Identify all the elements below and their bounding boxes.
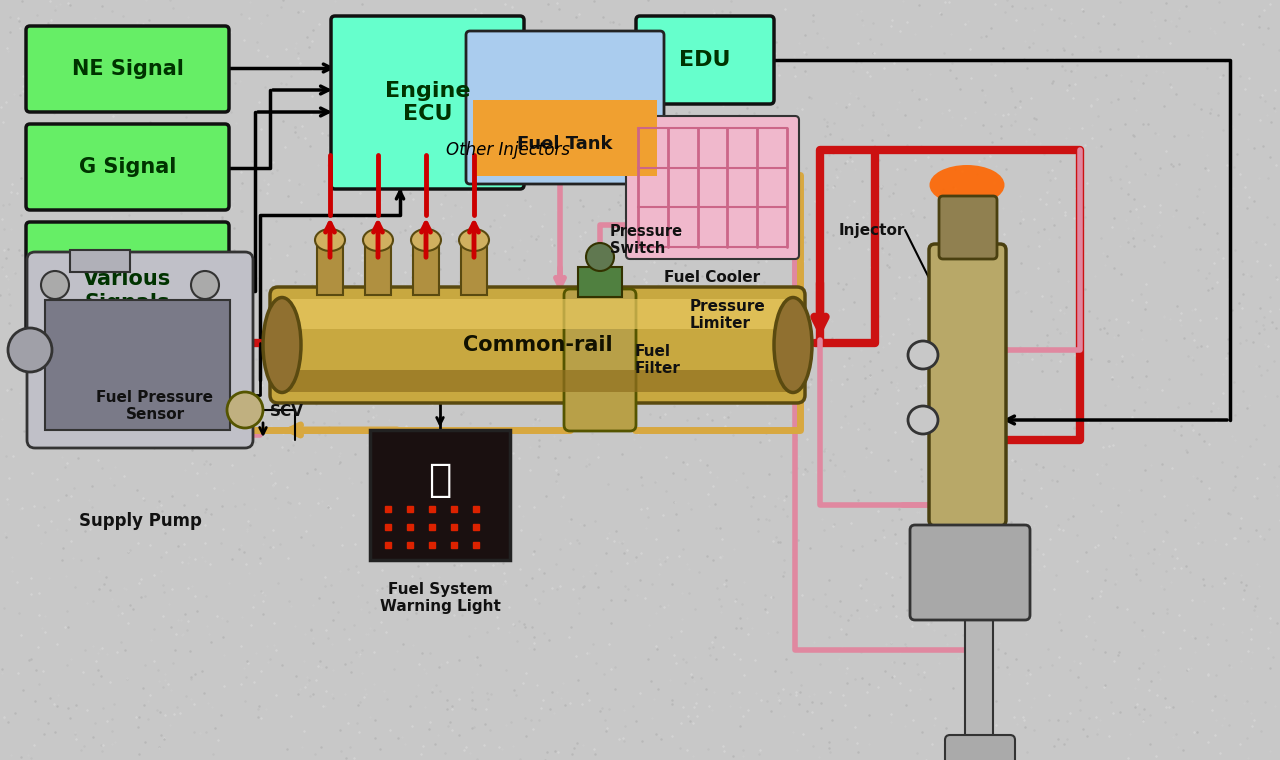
- Text: Pressure
Switch: Pressure Switch: [611, 223, 684, 256]
- Text: ⛽: ⛽: [429, 461, 452, 499]
- FancyBboxPatch shape: [940, 196, 997, 259]
- Circle shape: [227, 392, 262, 428]
- Text: Fuel System
Warning Light: Fuel System Warning Light: [380, 582, 500, 614]
- Text: Various
Signals: Various Signals: [83, 269, 172, 312]
- Bar: [365, 240, 390, 295]
- FancyBboxPatch shape: [270, 287, 805, 403]
- Bar: [282, 370, 794, 392]
- FancyBboxPatch shape: [466, 31, 664, 184]
- FancyBboxPatch shape: [332, 16, 524, 189]
- Text: EDU: EDU: [680, 50, 731, 70]
- Ellipse shape: [364, 229, 393, 251]
- Text: Fuel Cooler: Fuel Cooler: [664, 270, 760, 284]
- Ellipse shape: [908, 406, 938, 434]
- Bar: [413, 240, 439, 295]
- Circle shape: [586, 243, 614, 271]
- FancyBboxPatch shape: [636, 16, 774, 104]
- Circle shape: [191, 271, 219, 299]
- Bar: [965, 615, 993, 745]
- Circle shape: [41, 271, 69, 299]
- Text: Engine
ECU: Engine ECU: [385, 81, 470, 124]
- FancyBboxPatch shape: [26, 222, 229, 360]
- Text: G Signal: G Signal: [79, 157, 177, 177]
- Bar: [461, 240, 486, 295]
- FancyBboxPatch shape: [564, 289, 636, 431]
- Bar: [370, 430, 509, 560]
- Circle shape: [8, 328, 52, 372]
- Bar: [70, 250, 131, 272]
- Bar: [282, 299, 794, 329]
- Ellipse shape: [929, 165, 1005, 205]
- Ellipse shape: [411, 229, 442, 251]
- FancyBboxPatch shape: [26, 124, 229, 210]
- Ellipse shape: [774, 297, 812, 392]
- Text: Supply Pump: Supply Pump: [78, 512, 201, 530]
- FancyBboxPatch shape: [26, 26, 229, 112]
- Ellipse shape: [908, 341, 938, 369]
- Text: Pressure
Limiter: Pressure Limiter: [690, 299, 765, 331]
- Ellipse shape: [460, 229, 489, 251]
- Text: NE Signal: NE Signal: [72, 59, 183, 79]
- Text: Common-rail: Common-rail: [462, 335, 612, 355]
- Text: Fuel Tank: Fuel Tank: [517, 135, 613, 153]
- FancyBboxPatch shape: [929, 244, 1006, 526]
- FancyBboxPatch shape: [27, 252, 253, 448]
- Bar: [45, 300, 230, 430]
- FancyBboxPatch shape: [626, 116, 799, 259]
- Bar: [579, 267, 622, 297]
- Bar: [317, 240, 343, 295]
- Text: Other Injectors: Other Injectors: [445, 141, 570, 159]
- FancyBboxPatch shape: [945, 735, 1015, 760]
- Text: Fuel
Filter: Fuel Filter: [635, 344, 681, 376]
- Bar: [474, 100, 657, 176]
- FancyBboxPatch shape: [910, 525, 1030, 620]
- Text: Injector: Injector: [838, 223, 905, 237]
- Text: SCV: SCV: [270, 404, 303, 420]
- Ellipse shape: [315, 229, 346, 251]
- Ellipse shape: [262, 297, 301, 392]
- Text: Fuel Pressure
Sensor: Fuel Pressure Sensor: [96, 390, 214, 423]
